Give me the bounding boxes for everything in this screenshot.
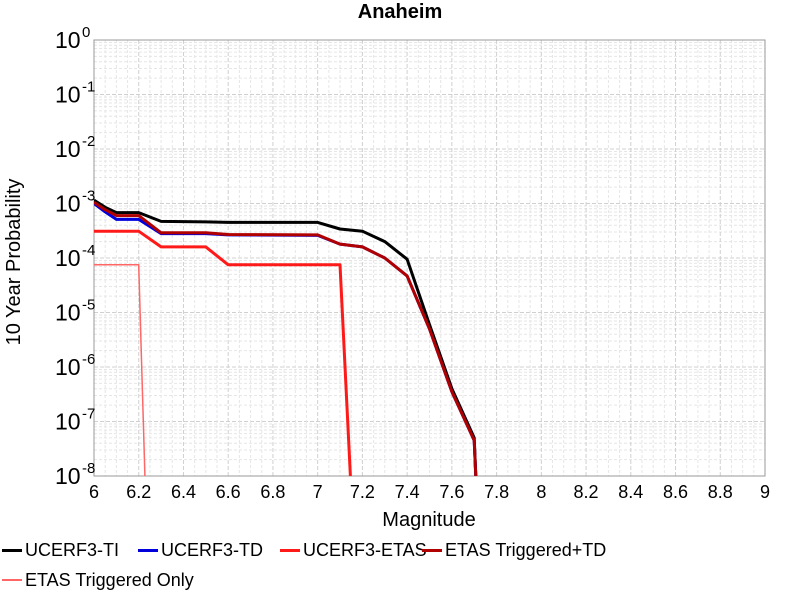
- y-tick-label: 10 -2: [55, 133, 95, 162]
- legend-label: ETAS Triggered+TD: [445, 539, 607, 560]
- y-tick-exponent: -8: [82, 460, 95, 477]
- legend-label: UCERF3-TD: [161, 539, 263, 560]
- legend-swatch: [280, 548, 300, 552]
- x-tick-label: 7: [313, 482, 323, 502]
- series-line-2: [94, 229, 352, 476]
- y-tick-base: 10: [55, 463, 81, 489]
- y-axis-label: 10 Year Probability: [3, 179, 25, 346]
- y-tick-label: 10 -4: [55, 242, 95, 271]
- y-tick-exponent: -2: [82, 133, 95, 150]
- legend-item: UCERF3-ETAS: [280, 538, 427, 562]
- y-tick-base: 10: [55, 245, 81, 271]
- x-tick-label: 6.6: [216, 482, 241, 502]
- legend-swatch: [422, 548, 442, 552]
- legend-label: UCERF3-TI: [25, 539, 119, 560]
- series-line-4: [94, 264, 146, 476]
- x-axis-label: Magnitude: [382, 509, 475, 531]
- legend-swatch: [2, 548, 22, 552]
- x-tick-label: 6.8: [260, 482, 285, 502]
- chart-title: Anaheim: [358, 1, 442, 23]
- series-line-0: [94, 198, 478, 476]
- y-tick-label: 10 -6: [55, 351, 95, 380]
- y-tick-label: 10 -5: [55, 297, 95, 326]
- y-tick-base: 10: [55, 191, 81, 217]
- y-tick-label: 10 -8: [55, 460, 95, 489]
- y-tick-exponent: -4: [82, 242, 95, 259]
- y-tick-exponent: -6: [82, 351, 95, 368]
- y-tick-label: 10 -1: [55, 79, 95, 108]
- x-tick-labels: 6 6.2 6.4 6.6 6.8 7 7.2 7.4 7.6 7.8 8 8.2 8.4 8.6 8.8 9: [89, 482, 770, 502]
- x-tick-label: 8.2: [574, 482, 599, 502]
- x-tick-label: 6.2: [126, 482, 151, 502]
- legend: UCERF3-TI UCERF3-TD UCERF3-ETAS ETAS Trigge…: [0, 538, 800, 598]
- x-tick-label: 8.8: [708, 482, 733, 502]
- x-tick-label: 7.8: [484, 482, 509, 502]
- x-tick-label: 8.6: [663, 482, 688, 502]
- legend-swatch: [2, 579, 22, 581]
- legend-item: UCERF3-TI: [2, 538, 119, 562]
- x-tick-label: 6: [89, 482, 99, 502]
- series-line-1: [94, 202, 478, 476]
- legend-label: UCERF3-ETAS: [303, 539, 427, 560]
- y-tick-base: 10: [55, 27, 81, 53]
- y-tick-exponent: -7: [82, 406, 95, 423]
- y-tick-base: 10: [55, 136, 81, 162]
- x-tick-label: 8: [536, 482, 546, 502]
- grid: [93, 39, 766, 477]
- legend-item: ETAS Triggered Only: [2, 568, 194, 592]
- legend-label: ETAS Triggered Only: [25, 569, 194, 590]
- y-tick-exponent: -3: [82, 188, 95, 205]
- y-tick-exponent: -1: [82, 79, 95, 96]
- plot-area: [93, 39, 766, 477]
- x-tick-label: 9: [760, 482, 770, 502]
- y-tick-base: 10: [55, 409, 81, 435]
- legend-swatch: [138, 548, 158, 552]
- legend-item: ETAS Triggered+TD: [422, 538, 606, 562]
- x-tick-label: 7.4: [395, 482, 420, 502]
- y-tick-exponent: 0: [82, 24, 90, 41]
- y-tick-label: 10 -3: [55, 188, 95, 217]
- x-tick-label: 7.6: [439, 482, 464, 502]
- chart: Anaheim 6 6.2 6.4 6.6 6.8 7 7.2 7.4 7.6 7.8 8 8.2 8.…: [3, 1, 770, 531]
- y-tick-base: 10: [55, 354, 81, 380]
- x-tick-label: 7.2: [350, 482, 375, 502]
- y-tick-label: 10 0: [55, 24, 90, 53]
- y-tick-label: 10 -7: [55, 406, 95, 435]
- series-line-3: [94, 201, 478, 476]
- series-layer: [94, 198, 478, 476]
- y-tick-exponent: -5: [82, 297, 95, 314]
- x-tick-label: 8.4: [618, 482, 643, 502]
- legend-item: UCERF3-TD: [138, 538, 263, 562]
- y-tick-base: 10: [55, 82, 81, 108]
- y-tick-base: 10: [55, 300, 81, 326]
- x-tick-label: 6.4: [171, 482, 196, 502]
